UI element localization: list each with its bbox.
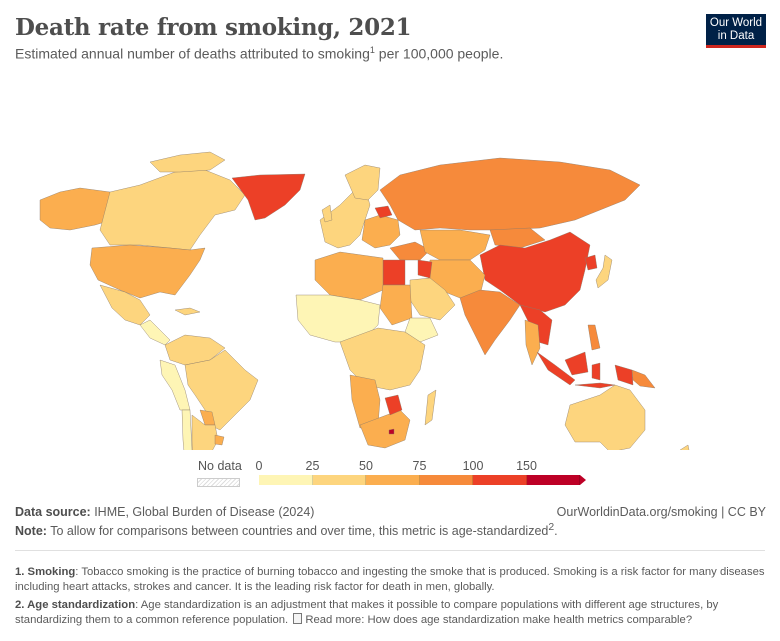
note-label: Note: bbox=[15, 524, 47, 539]
region-papua-new-guinea[interactable] bbox=[631, 369, 656, 389]
read-more-link[interactable]: Read more: How does age standardization … bbox=[305, 614, 693, 626]
region-brazil[interactable] bbox=[184, 349, 259, 431]
region-china[interactable] bbox=[479, 231, 591, 313]
map-svg[interactable] bbox=[0, 80, 780, 501]
legend: No data 0 25 50 75 100 150 bbox=[195, 455, 595, 490]
region-indonesia[interactable] bbox=[564, 351, 589, 376]
region-indonesia[interactable] bbox=[536, 351, 576, 386]
note: Note: To allow for comparisons between c… bbox=[15, 522, 558, 538]
logo-line-2: in Data bbox=[717, 30, 755, 42]
region-indonesia[interactable] bbox=[574, 382, 616, 389]
legend-tick: 150 bbox=[516, 459, 537, 473]
divider bbox=[15, 550, 765, 551]
region-lesotho[interactable] bbox=[388, 428, 395, 435]
legend-bin-5[interactable] bbox=[526, 475, 580, 485]
region-philippines[interactable] bbox=[587, 324, 601, 351]
region-russia[interactable] bbox=[379, 157, 641, 231]
legend-no-data-swatch[interactable] bbox=[197, 478, 240, 487]
legend-tick: 25 bbox=[305, 459, 320, 473]
source-text: IHME, Global Burden of Disease (2024) bbox=[90, 505, 315, 519]
legend-bin-4[interactable] bbox=[473, 475, 527, 485]
legend-tick: 75 bbox=[412, 459, 427, 473]
footnote-ref-2[interactable]: 2 bbox=[548, 522, 555, 533]
region-mexico[interactable] bbox=[99, 284, 151, 326]
region-eastern-europe[interactable] bbox=[361, 214, 401, 249]
legend-overflow-arrow bbox=[580, 475, 586, 485]
region-turkey-caucasus[interactable] bbox=[389, 241, 431, 261]
chart-title: Death rate from smoking, 2021 bbox=[15, 14, 412, 41]
subtitle-text: Estimated annual number of deaths attrib… bbox=[15, 45, 370, 62]
region-central-america[interactable] bbox=[139, 319, 171, 346]
note-text: To allow for comparisons between countri… bbox=[46, 524, 549, 539]
region-western-europe[interactable] bbox=[344, 164, 381, 201]
region-belarus[interactable] bbox=[374, 205, 393, 219]
source-label: Data source: bbox=[15, 505, 91, 519]
subtitle-tail: per 100,000 people. bbox=[374, 45, 504, 62]
region-ethiopia[interactable] bbox=[404, 317, 439, 343]
region-new-zealand[interactable] bbox=[679, 444, 691, 461]
document-icon bbox=[293, 613, 303, 624]
region-zimbabwe[interactable] bbox=[384, 394, 403, 416]
legend-bin-1[interactable] bbox=[312, 475, 366, 485]
logo-line-1: Our World bbox=[709, 17, 763, 29]
region-north-korea[interactable] bbox=[584, 254, 598, 271]
region-thailand-cambodia[interactable] bbox=[524, 319, 541, 366]
data-source: Data source: IHME, Global Burden of Dise… bbox=[15, 505, 314, 519]
region-india-south-asia[interactable] bbox=[459, 289, 521, 356]
region-kazakhstan-central-asia[interactable] bbox=[419, 229, 491, 261]
region-saudi-arabia-gulf[interactable] bbox=[409, 277, 456, 321]
note-end: . bbox=[554, 524, 558, 539]
region-united-states[interactable] bbox=[89, 244, 206, 299]
region-mongolia[interactable] bbox=[489, 227, 546, 249]
region-indonesia[interactable] bbox=[614, 364, 634, 386]
region-australia[interactable] bbox=[564, 384, 646, 453]
region-indonesia[interactable] bbox=[591, 362, 601, 381]
legend-bin-3[interactable] bbox=[419, 475, 473, 485]
footnote-2: 2. Age standardization: Age standardizat… bbox=[15, 598, 765, 628]
legend-bin-0[interactable] bbox=[259, 475, 313, 485]
chart-subtitle: Estimated annual number of deaths attrib… bbox=[15, 45, 503, 62]
footnote-ref-1[interactable]: 1 bbox=[369, 45, 375, 55]
region-sudan[interactable] bbox=[379, 284, 413, 326]
region-egypt[interactable] bbox=[382, 259, 406, 286]
region-western-europe[interactable] bbox=[321, 204, 333, 223]
owid-logo[interactable]: Our World in Data bbox=[706, 14, 766, 48]
region-canada[interactable] bbox=[149, 151, 226, 173]
footnote-2-label: 2. Age standardization bbox=[15, 599, 136, 611]
legend-tick: 0 bbox=[255, 459, 263, 473]
region-alaska-usa[interactable] bbox=[39, 187, 113, 231]
footnote-1-label: 1. Smoking bbox=[15, 566, 76, 578]
region-iraq[interactable] bbox=[417, 259, 433, 279]
footnote-2-text: : Age standardization is an adjustment t… bbox=[15, 599, 719, 626]
region-madagascar[interactable] bbox=[424, 389, 437, 426]
world-map[interactable] bbox=[0, 80, 780, 501]
region-japan[interactable] bbox=[595, 254, 613, 289]
region-greenland[interactable] bbox=[231, 173, 306, 221]
region-canada[interactable] bbox=[99, 169, 246, 251]
footnote-1: 1. Smoking: Tobacco smoking is the pract… bbox=[15, 565, 765, 595]
region-north-africa-algeria-libya[interactable] bbox=[314, 251, 384, 301]
legend-tick: 50 bbox=[359, 459, 373, 473]
source-url-link[interactable]: OurWorldinData.org/smoking | CC BY bbox=[556, 505, 766, 519]
footnote-1-text: : Tobacco smoking is the practice of bur… bbox=[15, 566, 765, 593]
legend-bin-2[interactable] bbox=[366, 475, 420, 485]
legend-no-data-label: No data bbox=[198, 459, 242, 473]
legend-tick: 100 bbox=[462, 459, 484, 473]
region-colombia-venezuela-guianas[interactable] bbox=[164, 334, 226, 366]
region-mexico[interactable] bbox=[174, 307, 201, 316]
region-uruguay[interactable] bbox=[214, 434, 225, 446]
